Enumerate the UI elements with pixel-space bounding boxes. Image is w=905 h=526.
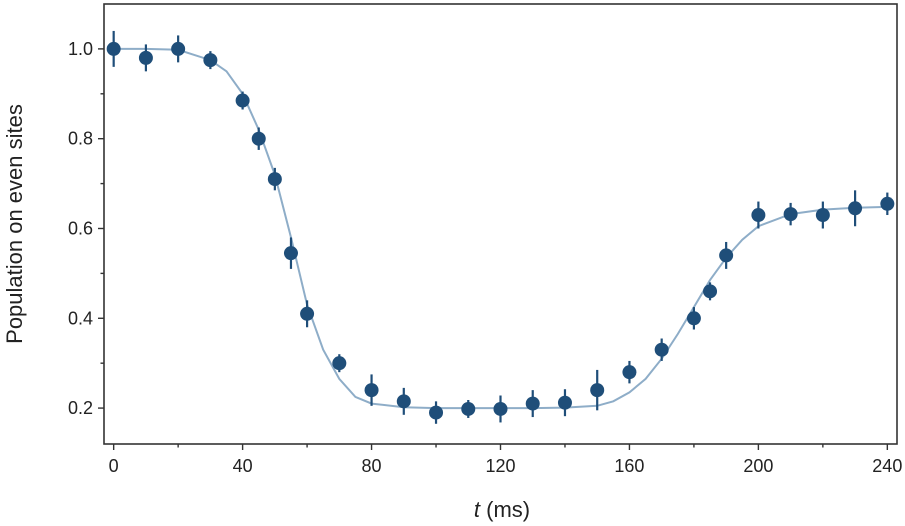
data-point — [493, 395, 508, 423]
point-marker — [364, 383, 379, 398]
data-point — [751, 201, 766, 229]
data-point — [300, 300, 315, 328]
axis-ticks: 0 40 80 120 160 200 240 0.2 0.4 0.6 0.8 1.0 — [68, 39, 902, 476]
data-point — [686, 307, 701, 330]
point-marker — [396, 394, 411, 409]
x-tick-label: 160 — [614, 456, 644, 476]
x-tick-label: 0 — [109, 456, 119, 476]
point-marker — [171, 41, 186, 56]
x-axis-label-unit: (ms) — [480, 497, 530, 522]
point-marker — [654, 342, 669, 357]
data-point — [332, 354, 347, 373]
data-point — [171, 35, 186, 63]
data-point — [815, 201, 830, 229]
point-marker — [332, 356, 347, 371]
y-tick-label: 1.0 — [68, 39, 93, 59]
data-point — [654, 338, 669, 361]
x-tick-label: 80 — [362, 456, 382, 476]
point-marker — [590, 383, 605, 398]
data-point — [267, 167, 282, 191]
data-point — [848, 190, 863, 227]
point-marker — [525, 396, 540, 411]
data-point — [719, 241, 734, 269]
point-marker — [783, 207, 798, 222]
point-marker — [703, 284, 718, 299]
data-point — [283, 237, 298, 269]
data-point — [622, 360, 637, 384]
y-tick-label: 0.2 — [68, 398, 93, 418]
data-point — [364, 374, 379, 406]
point-marker — [203, 53, 218, 68]
data-point — [880, 192, 895, 216]
y-tick-label: 0.8 — [68, 129, 93, 149]
point-marker — [300, 306, 315, 321]
point-marker — [461, 401, 476, 416]
data-point — [235, 91, 250, 110]
data-points-layer — [106, 30, 895, 424]
fit-curve-layer — [113, 47, 888, 410]
data-point — [461, 400, 476, 418]
x-tick-label: 40 — [233, 456, 253, 476]
point-marker — [815, 208, 830, 223]
data-point — [557, 389, 572, 417]
point-marker — [719, 248, 734, 263]
point-marker — [848, 201, 863, 216]
x-tick-label: 240 — [872, 456, 902, 476]
point-marker — [880, 196, 895, 211]
data-point — [703, 282, 718, 301]
point-marker — [283, 246, 298, 261]
point-marker — [429, 405, 444, 420]
point-marker — [751, 208, 766, 223]
data-point — [251, 127, 266, 150]
point-marker — [493, 401, 508, 416]
data-point — [429, 401, 444, 424]
y-axis-label: Population on even sites — [2, 104, 27, 344]
data-point — [525, 390, 540, 418]
data-point — [396, 387, 411, 415]
point-marker — [686, 311, 701, 326]
x-axis-label-symbol: t — [474, 497, 481, 522]
point-marker — [251, 131, 266, 146]
y-tick-label: 0.6 — [68, 218, 93, 238]
point-marker — [138, 50, 153, 65]
point-marker — [557, 395, 572, 410]
data-point — [138, 44, 153, 72]
point-marker — [622, 365, 637, 380]
x-tick-label: 120 — [485, 456, 515, 476]
data-point — [783, 202, 798, 226]
y-tick-label: 0.4 — [68, 308, 93, 328]
data-point — [590, 369, 605, 411]
data-point — [203, 51, 218, 70]
x-axis-label: t (ms) — [474, 497, 530, 522]
point-marker — [106, 41, 121, 56]
point-marker — [267, 172, 282, 187]
x-tick-label: 200 — [743, 456, 773, 476]
fit-curve — [113, 47, 888, 410]
data-point — [106, 30, 121, 67]
point-marker — [235, 93, 250, 108]
